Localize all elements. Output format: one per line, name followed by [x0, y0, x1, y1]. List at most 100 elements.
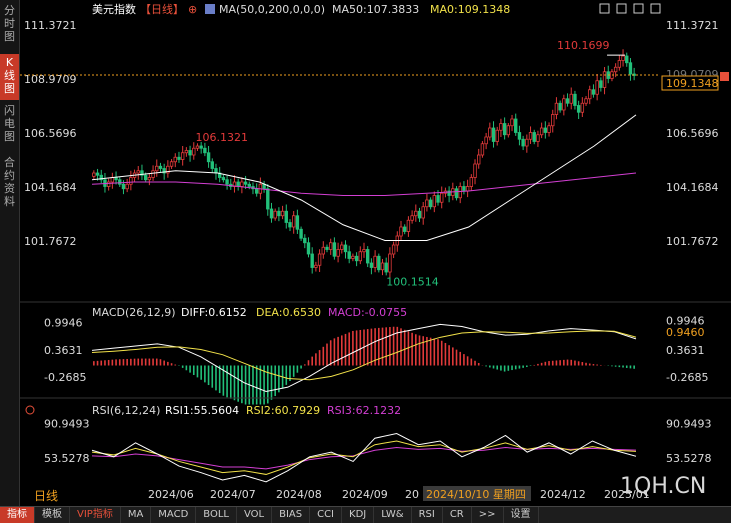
candle: [173, 156, 177, 163]
candle: [92, 172, 96, 177]
candle: [621, 55, 625, 61]
sidebar-item-lightning[interactable]: 闪电图: [4, 104, 15, 143]
candle: [177, 156, 181, 160]
candle: [403, 226, 407, 232]
add-symbol-icon[interactable]: ⊕: [188, 3, 197, 16]
expand-arrow-icon[interactable]: [720, 72, 729, 81]
candle: [447, 190, 451, 196]
candle: [406, 219, 411, 232]
current-price-value: 109.1348: [666, 77, 719, 90]
indicator-tab[interactable]: >>: [472, 507, 504, 523]
x-axis-label: 2024/06: [148, 488, 194, 501]
candle: [436, 195, 440, 203]
candle: [384, 262, 388, 273]
candle: [532, 132, 536, 142]
cursor-date: 2024/10/10 星期四: [426, 488, 526, 501]
indicator-tab[interactable]: KDJ: [342, 507, 375, 523]
candle: [369, 262, 374, 268]
period-footer: 日线: [34, 489, 58, 503]
price-tick-left: 101.7672: [24, 235, 77, 248]
candle: [277, 210, 281, 217]
indicator-tab[interactable]: CCI: [310, 507, 343, 523]
ma0-value: MA0:109.1348: [430, 3, 510, 16]
candle: [373, 255, 377, 268]
price-tick-right: 111.3721: [666, 19, 719, 32]
candle: [391, 244, 396, 255]
indicator-tab[interactable]: VOL: [237, 507, 273, 523]
candle: [118, 179, 122, 185]
candle: [388, 253, 392, 273]
price-tick-left: 108.9709: [24, 73, 77, 86]
rsi-label: RSI(6,12,24): [92, 404, 160, 417]
candle: [562, 98, 566, 111]
sidebar-item-timeshare[interactable]: 分时图: [4, 4, 15, 43]
candle: [591, 89, 596, 95]
candle: [580, 102, 585, 113]
candle: [525, 138, 529, 147]
candle: [551, 114, 555, 127]
candle: [432, 195, 437, 208]
minimize-icon[interactable]: [599, 3, 610, 14]
candle: [358, 251, 362, 262]
close-icon[interactable]: [650, 3, 661, 14]
candle: [484, 136, 488, 145]
x-axis-label: 2024/08: [276, 488, 322, 501]
candle: [110, 177, 115, 183]
candle: [584, 98, 588, 104]
restore-icon[interactable]: [616, 3, 627, 14]
indicator-tab[interactable]: VIP指标: [70, 507, 121, 523]
candle: [273, 210, 277, 219]
candle: [528, 132, 533, 140]
period-label[interactable]: 【日线】: [140, 2, 184, 16]
candle: [536, 134, 540, 142]
candle: [328, 242, 333, 250]
candle: [240, 181, 244, 187]
rsi-tick-left: 90.9493: [44, 417, 90, 430]
candle: [306, 242, 311, 255]
candle: [517, 132, 522, 140]
candle: [477, 154, 481, 165]
sidebar-item-contract-info[interactable]: 合约资料: [4, 156, 15, 208]
candle: [147, 177, 152, 181]
candle: [380, 262, 385, 271]
ma-config-icon[interactable]: [205, 4, 215, 14]
candle: [188, 150, 192, 156]
indicator-tab[interactable]: CR: [443, 507, 472, 523]
macd-hist: MACD:-0.0755: [328, 306, 407, 319]
indicator-tab[interactable]: MACD: [151, 507, 197, 523]
candle: [247, 183, 251, 187]
candle: [506, 125, 511, 136]
rsi3-value: RSI3:62.1232: [327, 404, 401, 417]
candle: [377, 255, 381, 271]
candle: [95, 172, 100, 176]
candle: [625, 55, 629, 64]
indicator-tab[interactable]: 模板: [35, 507, 70, 523]
low-annotation: 100.1514: [386, 276, 439, 289]
macd-diff-line: [91, 323, 637, 393]
candle: [314, 264, 318, 268]
candle: [136, 170, 140, 174]
indicator-tab[interactable]: MA: [121, 507, 152, 523]
candle: [399, 226, 403, 237]
candle: [214, 168, 218, 174]
maximize-icon[interactable]: [633, 3, 644, 14]
indicator-tab[interactable]: RSI: [412, 507, 443, 523]
candle: [539, 127, 544, 136]
target-icon[interactable]: [25, 405, 35, 415]
indicator-tab[interactable]: BOLL: [196, 507, 237, 523]
indicator-tab[interactable]: 指标: [0, 507, 35, 523]
candle: [428, 199, 433, 208]
indicator-tab[interactable]: LW&: [374, 507, 412, 523]
candle: [514, 118, 518, 133]
candle: [440, 192, 444, 203]
candle: [599, 80, 603, 88]
indicator-tab[interactable]: BIAS: [272, 507, 311, 523]
price-chart[interactable]: 美元指数 【日线】 ⊕ MA(50,0,200,0,0,0) MA50:107.…: [0, 0, 731, 506]
macd-dea: DEA:0.6530: [256, 306, 321, 319]
candle: [495, 129, 499, 142]
candle: [595, 80, 599, 95]
indicator-tab[interactable]: 设置: [504, 507, 539, 523]
ma-params: MA(50,0,200,0,0,0): [219, 3, 325, 16]
